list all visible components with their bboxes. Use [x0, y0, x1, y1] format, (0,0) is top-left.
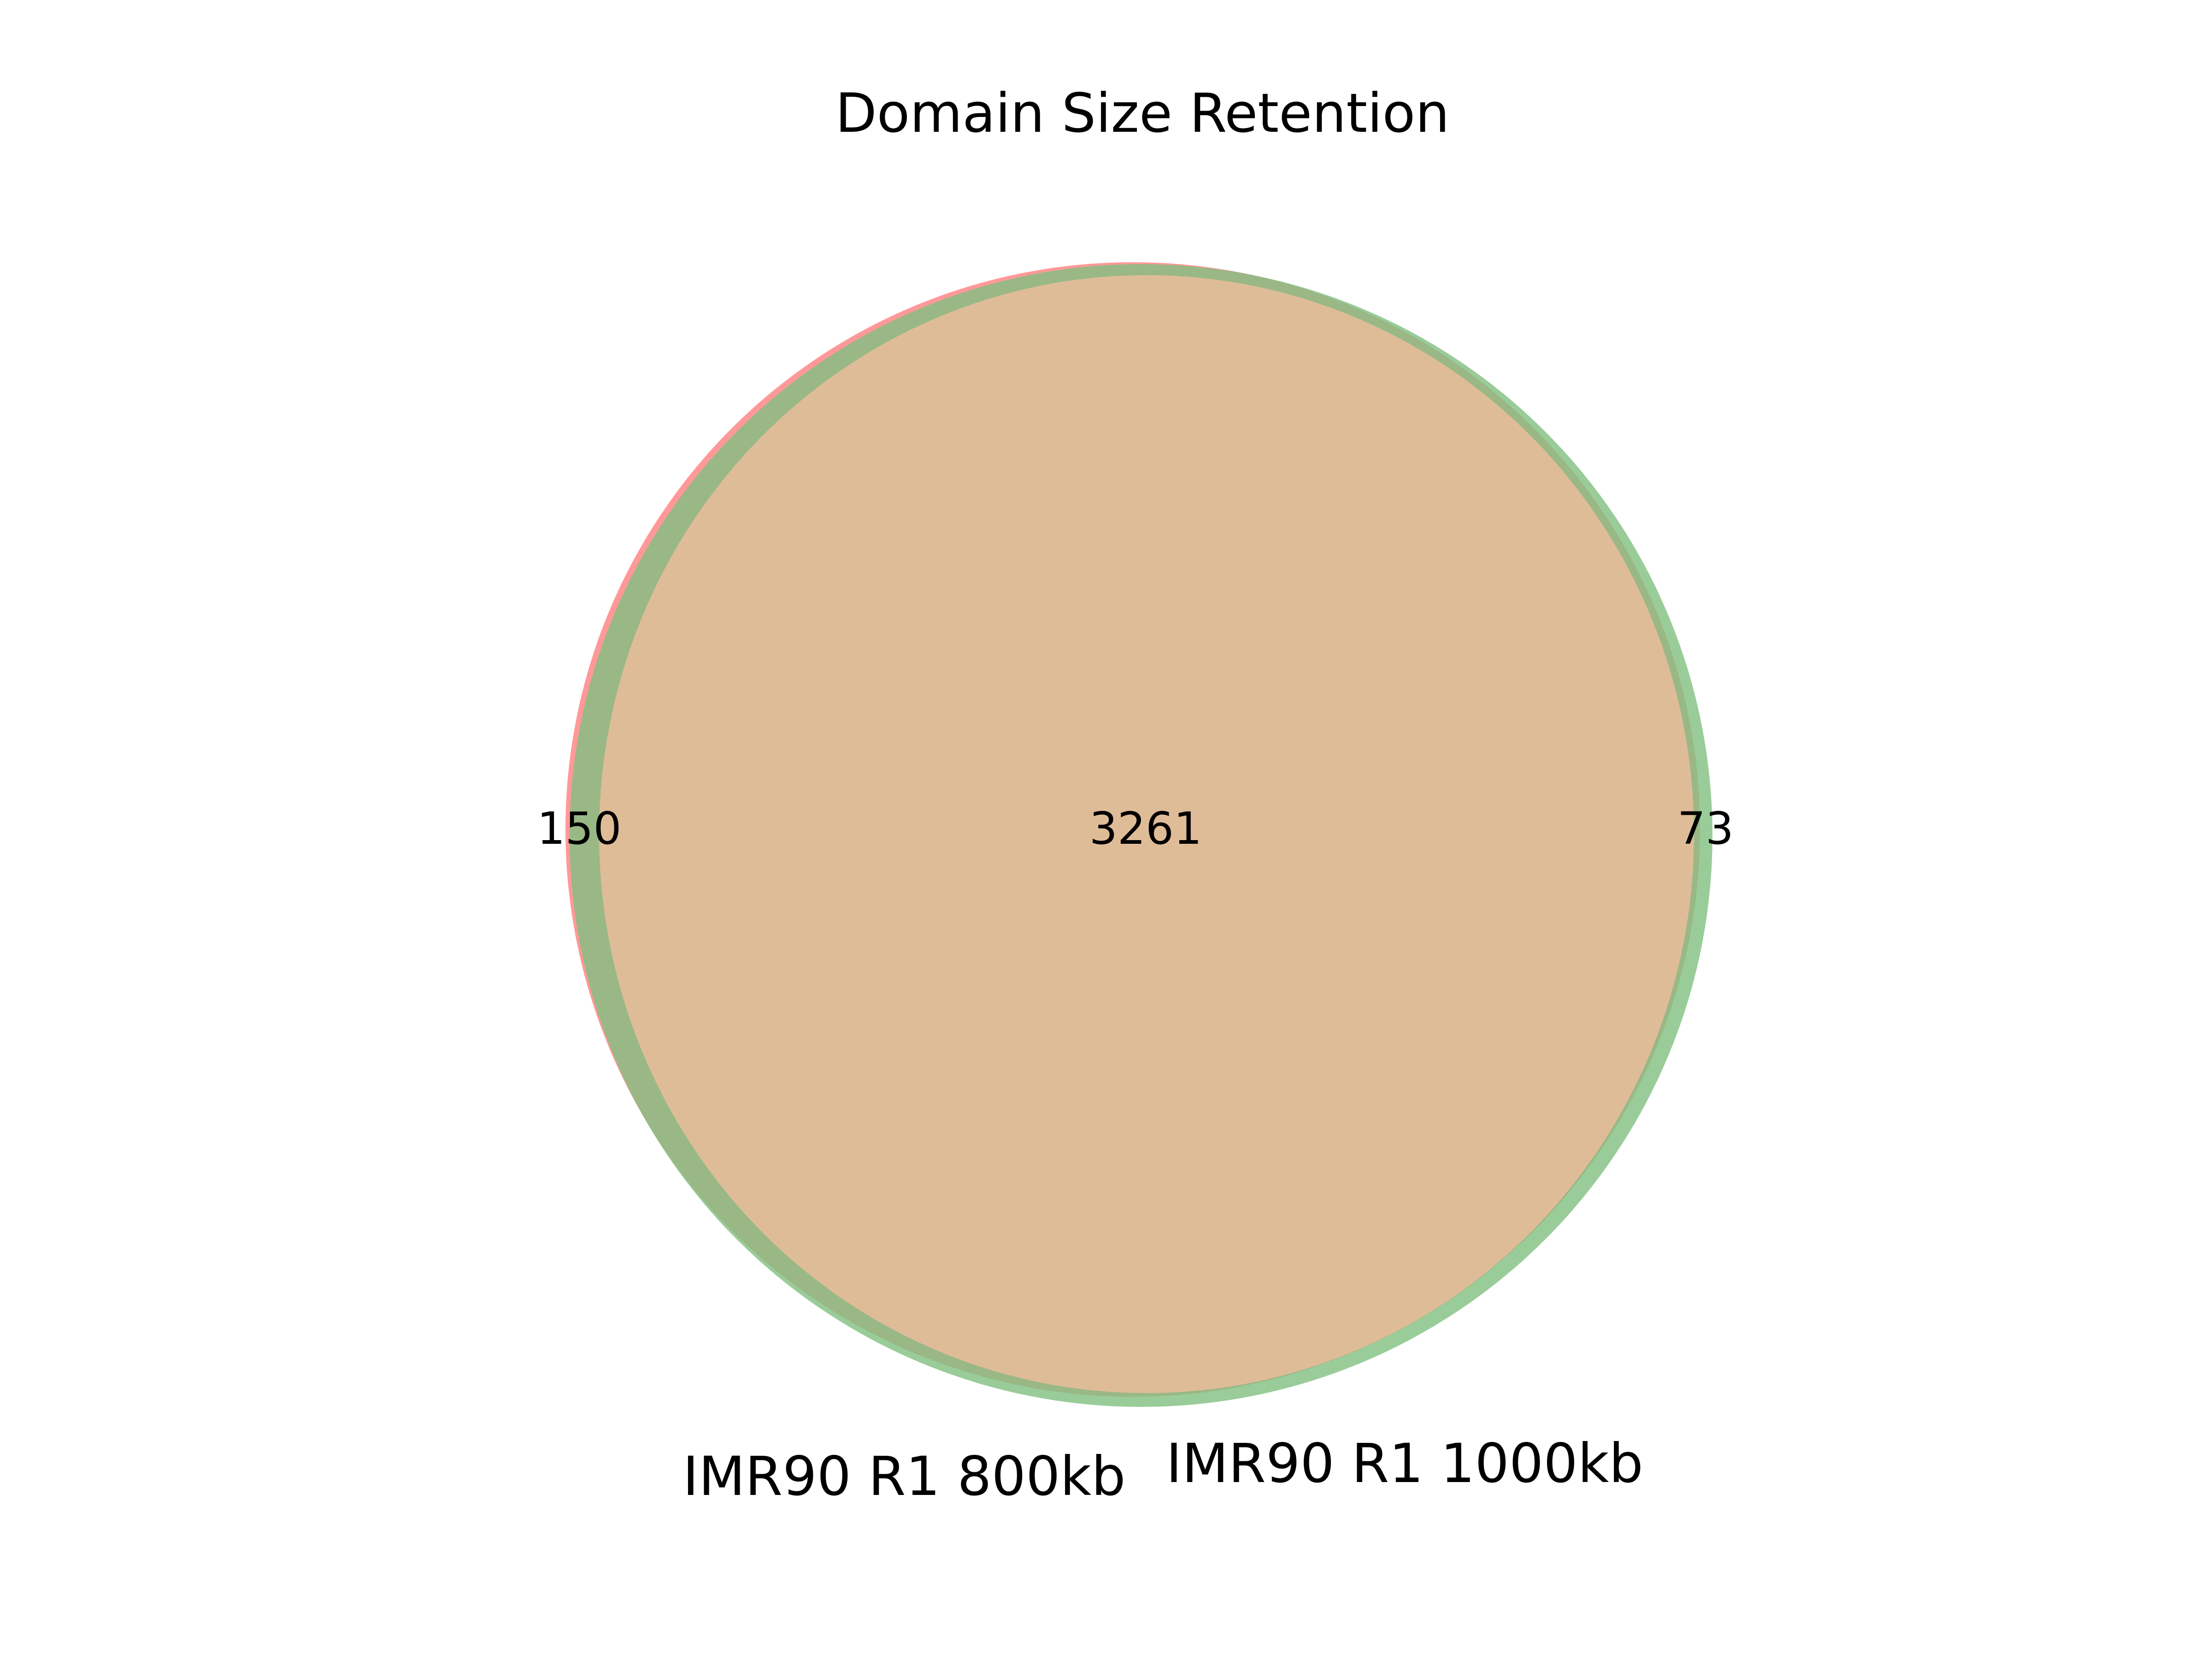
venn-intersection-fill: [599, 275, 1694, 1393]
chart-title: Domain Size Retention: [835, 82, 1450, 145]
set-label-800kb: IMR90 R1 800kb: [682, 1445, 1125, 1508]
region-count-1000kb-only: 73: [1677, 803, 1734, 854]
set-label-1000kb: IMR90 R1 1000kb: [1166, 1432, 1643, 1495]
region-count-intersection: 3261: [1089, 803, 1202, 854]
venn-intersection: [599, 275, 1694, 1393]
region-count-800kb-only: 150: [537, 803, 621, 854]
